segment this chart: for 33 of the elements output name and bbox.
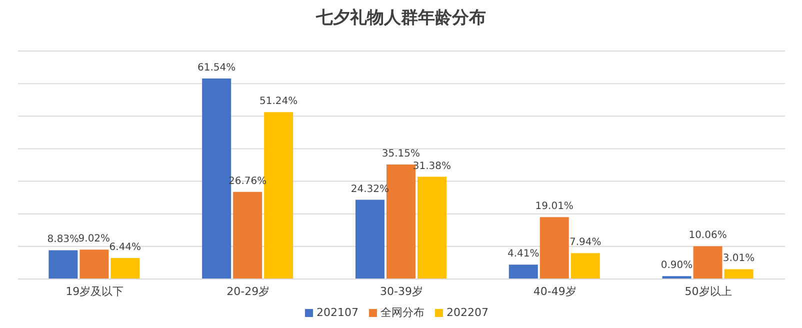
data-label: 8.83% bbox=[47, 234, 80, 246]
chart-title: 七夕礼物人群年龄分布 bbox=[314, 7, 487, 29]
bar bbox=[110, 258, 140, 279]
bar bbox=[48, 250, 78, 279]
data-label: 0.90% bbox=[660, 260, 693, 272]
data-label: 3.01% bbox=[722, 253, 755, 264]
data-label: 10.06% bbox=[688, 230, 727, 242]
bar bbox=[508, 264, 538, 279]
bar bbox=[540, 217, 569, 279]
data-label: 35.15% bbox=[382, 148, 420, 160]
data-label: 19.01% bbox=[535, 201, 574, 212]
data-label: 61.54% bbox=[198, 62, 236, 74]
x-tick-label: 50岁以上 bbox=[684, 284, 732, 298]
bar bbox=[417, 176, 446, 279]
x-tick-label: 19岁及以下 bbox=[66, 284, 124, 298]
bar bbox=[233, 192, 262, 279]
legend-label: 202207 bbox=[446, 306, 488, 319]
x-tick-label: 30-39岁 bbox=[380, 284, 423, 298]
bar bbox=[80, 250, 109, 279]
data-label: 7.94% bbox=[569, 237, 602, 248]
x-tick-label: 20-29岁 bbox=[226, 284, 270, 298]
data-label: 4.41% bbox=[507, 248, 540, 260]
legend-label: 全网分布 bbox=[380, 306, 424, 319]
legend-label: 202107 bbox=[316, 306, 358, 319]
bar bbox=[570, 253, 600, 279]
data-label: 6.44% bbox=[109, 242, 142, 254]
data-label: 51.24% bbox=[260, 96, 298, 108]
x-tick-label: 40-49岁 bbox=[533, 284, 576, 298]
bar bbox=[724, 269, 754, 279]
data-label: 9.02% bbox=[78, 234, 110, 245]
bar bbox=[693, 246, 722, 279]
bar bbox=[264, 112, 294, 279]
bar bbox=[355, 200, 384, 279]
